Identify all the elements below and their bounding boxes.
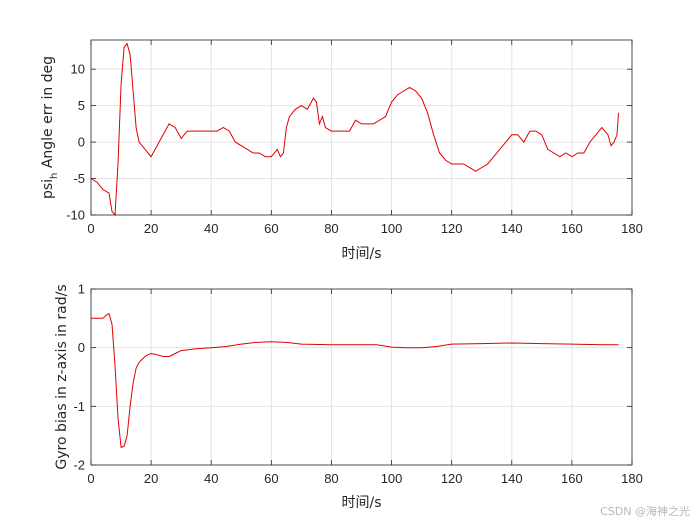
y-tick-label: 5 [78,98,85,113]
y-axis-label-rest: Angle err in deg [40,56,56,173]
x-tick-label: 100 [381,471,403,486]
x-tick-label: 60 [264,221,278,236]
x-tick-label: 40 [204,221,218,236]
x-tick-label: 20 [144,471,158,486]
y-tick-label: 0 [78,340,85,355]
bottom-subplot: 0 20 40 60 80 100 120 140 160 180 -2 -1 0 1 时间/s Gyro… [54,282,643,512]
x-tick-label: 160 [561,221,583,236]
watermark: CSDN @海神之光 [600,505,690,518]
x-tick-label: 80 [324,221,338,236]
plot-area [91,289,632,465]
x-tick-label: 100 [381,221,403,236]
x-tick-label: 20 [144,221,158,236]
x-axis-label: 时间/s [341,495,381,511]
x-tick-label: 140 [501,471,523,486]
y-tick-label: 1 [78,282,85,297]
plot-area [91,40,632,215]
axes-box [90,288,633,466]
y-tick-label: 0 [78,135,85,150]
y-axis-label-subscript: h [49,173,60,179]
y-axis-label: Gyro bias in z-axis in rad/s [54,284,70,469]
tick-marks: 0 20 40 60 80 100 120 140 160 180 -10 -5 0 5 10 [66,40,643,236]
y-tick-label: -1 [73,399,85,414]
y-tick-label: -2 [73,458,85,473]
x-tick-label: 60 [264,471,278,486]
x-tick-label: 140 [501,221,523,236]
y-tick-label: 10 [71,62,85,77]
series-line [91,312,619,449]
x-tick-label: 0 [87,471,94,486]
top-subplot: 0 20 40 60 80 100 120 140 160 180 -10 -5 0 5 10 时间/s p… [40,39,643,262]
x-tick-label: 160 [561,471,583,486]
x-tick-label: 0 [87,221,94,236]
x-tick-label: 120 [441,221,463,236]
tick-marks: 0 20 40 60 80 100 120 140 160 180 -2 -1 0 1 [73,282,642,487]
y-tick-label: -10 [66,208,85,223]
x-tick-label: 40 [204,471,218,486]
x-tick-label: 120 [441,471,463,486]
x-tick-label: 180 [621,221,643,236]
x-tick-label: 80 [324,471,338,486]
axes-box [90,39,633,216]
x-tick-label: 180 [621,471,643,486]
series-line [90,42,619,217]
y-tick-label: -5 [73,171,85,186]
y-axis-label: psih Angle err in deg [40,56,60,199]
y-axis-label-main: psi [40,179,56,199]
x-axis-label: 时间/s [341,246,381,262]
